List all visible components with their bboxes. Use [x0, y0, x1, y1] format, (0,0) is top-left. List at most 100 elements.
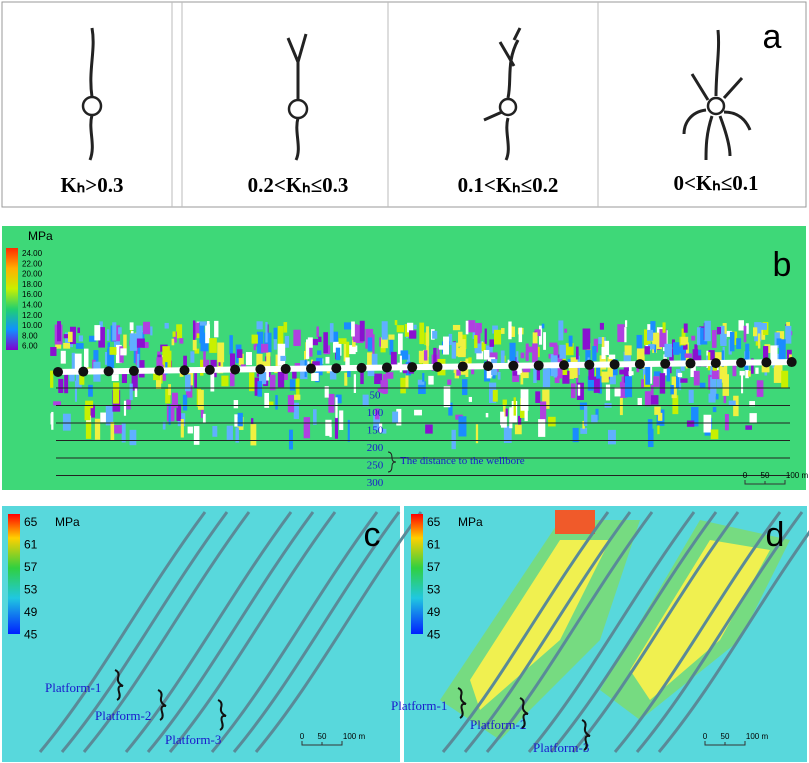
- noise-cell: [559, 344, 566, 359]
- noise-cell: [481, 342, 486, 352]
- noise-cell: [296, 378, 300, 399]
- noise-cell: [382, 374, 388, 394]
- distance-label: 250: [367, 460, 384, 472]
- noise-cell: [93, 350, 99, 362]
- noise-cell: [50, 370, 54, 388]
- noise-cell: [489, 339, 495, 347]
- panel-label: a: [763, 18, 782, 56]
- noise-cell: [100, 412, 106, 423]
- noise-cell: [199, 321, 207, 326]
- noise-cell: [696, 327, 702, 346]
- noise-cell: [601, 337, 605, 351]
- legend-tick-label: 49: [427, 605, 441, 619]
- noise-cell: [343, 322, 352, 330]
- noise-cell: [129, 322, 134, 330]
- noise-cell: [700, 327, 708, 345]
- brace: [157, 689, 167, 721]
- noise-cell: [617, 324, 625, 343]
- noise-cell: [318, 336, 322, 343]
- noise-cell: [448, 402, 453, 416]
- noise-cell: [580, 427, 588, 434]
- distance-label: 150: [367, 425, 384, 437]
- noise-cell: [534, 329, 541, 337]
- noise-cell: [303, 417, 311, 439]
- noise-cell: [389, 336, 394, 355]
- noise-cell: [202, 413, 206, 424]
- noise-cell: [214, 320, 219, 338]
- noise-cell: [553, 345, 559, 356]
- noise-cell: [696, 349, 702, 361]
- noise-cell: [143, 321, 151, 335]
- noise-cell: [654, 344, 657, 353]
- noise-cell: [113, 382, 120, 404]
- noise-cell: [483, 349, 490, 360]
- noise-cell: [62, 413, 71, 431]
- noise-cell: [338, 338, 347, 344]
- noise-cell: [86, 415, 92, 427]
- noise-cell: [104, 351, 108, 365]
- noise-cell: [200, 406, 204, 418]
- legend-tick-label: 57: [24, 560, 38, 574]
- noise-cell: [121, 370, 127, 384]
- noise-cell: [575, 346, 579, 360]
- noise-cell: [329, 370, 337, 380]
- noise-cell: [774, 359, 783, 379]
- noise-cell: [540, 401, 547, 423]
- perforation: [280, 363, 291, 374]
- noise-cell: [708, 393, 716, 403]
- noise-cell: [745, 323, 749, 334]
- noise-cell: [497, 372, 501, 380]
- noise-cell: [608, 354, 616, 359]
- scale-label: 0: [743, 471, 748, 480]
- noise-cell: [399, 355, 402, 373]
- noise-cell: [657, 425, 660, 435]
- noise-cell: [514, 424, 522, 435]
- noise-cell: [194, 322, 202, 338]
- noise-cell: [492, 325, 498, 334]
- noise-cell: [588, 364, 594, 380]
- noise-cell: [371, 353, 378, 369]
- noise-cell: [150, 326, 153, 336]
- noise-cell: [250, 424, 257, 446]
- noise-cell: [691, 406, 699, 427]
- noise-cell: [264, 392, 270, 408]
- noise-cell: [397, 333, 403, 355]
- stress-noise: [50, 320, 797, 450]
- noise-cell: [164, 322, 169, 329]
- scale-label: 100 m: [343, 732, 366, 741]
- noise-cell: [329, 323, 334, 343]
- noise-cell: [325, 419, 332, 436]
- noise-cell: [172, 331, 176, 337]
- noise-cell: [756, 380, 764, 397]
- noise-cell: [381, 321, 388, 340]
- noise-cell: [88, 384, 93, 397]
- noise-cell: [715, 352, 722, 362]
- noise-cell: [50, 413, 54, 425]
- noise-cell: [738, 320, 744, 331]
- noise-cell: [716, 379, 722, 389]
- noise-cell: [289, 379, 296, 391]
- noise-cell: [171, 338, 175, 346]
- noise-cell: [541, 323, 545, 329]
- noise-cell: [596, 366, 601, 379]
- noise-cell: [710, 377, 717, 397]
- perforation: [508, 360, 519, 371]
- noise-cell: [413, 324, 417, 330]
- noise-cell: [601, 371, 609, 383]
- fracture-sketches: [81, 27, 752, 161]
- noise-cell: [745, 343, 750, 359]
- noise-cell: [757, 333, 761, 349]
- noise-cell: [312, 338, 318, 346]
- noise-cell: [621, 376, 627, 393]
- noise-cell: [63, 342, 71, 349]
- noise-cell: [120, 348, 127, 356]
- noise-cell: [273, 327, 278, 340]
- noise-cell: [400, 377, 406, 394]
- distance-label: 200: [367, 442, 384, 454]
- noise-cell: [699, 382, 706, 389]
- platform-label: Platform-3: [165, 732, 221, 747]
- noise-cell: [623, 365, 629, 383]
- noise-cell: [187, 426, 193, 434]
- noise-cell: [582, 328, 591, 350]
- noise-cell: [192, 339, 197, 351]
